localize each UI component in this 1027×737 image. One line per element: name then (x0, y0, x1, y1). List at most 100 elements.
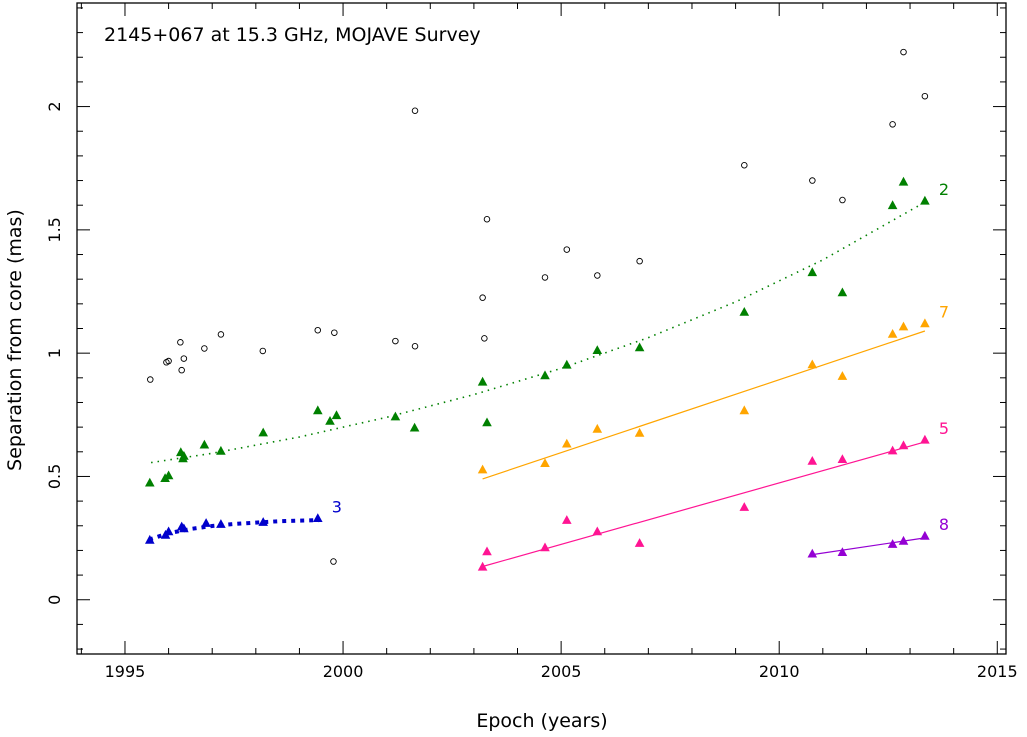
data-points (145, 48, 930, 571)
axis-ticks (77, 3, 1006, 654)
fit-2 (150, 202, 924, 464)
series-3-label: 3 (332, 497, 342, 516)
series-5-point (540, 542, 550, 552)
fit-7 (482, 330, 926, 480)
series-3-point (201, 518, 211, 527)
unassigned-point (541, 274, 549, 281)
unassigned-point (921, 92, 929, 100)
x-tick-label: 2015 (977, 662, 1018, 681)
series-5-point (562, 515, 572, 524)
series-2-point (390, 411, 401, 421)
series-8-point (920, 530, 930, 540)
unassigned-point (563, 246, 571, 253)
series-5-point (887, 445, 898, 455)
unassigned-point (165, 357, 172, 365)
series-2-point (898, 176, 909, 186)
series-7-point (562, 438, 572, 448)
y-tick-label: 1.5 (45, 217, 64, 242)
x-tick-label: 2010 (759, 662, 800, 681)
unassigned-point (411, 343, 419, 350)
unassigned-point (180, 355, 188, 362)
series-2-point (331, 410, 342, 420)
series-7-point (739, 405, 750, 415)
unassigned-point (839, 196, 846, 204)
series-5-point (807, 456, 818, 465)
unassigned-point (330, 558, 337, 565)
series-3-point (179, 523, 189, 533)
series-7-label: 7 (939, 303, 949, 322)
series-7-point (898, 321, 909, 331)
unassigned-point (809, 177, 816, 184)
chart-title: 2145+067 at 15.3 GHz, MOJAVE Survey (104, 24, 481, 46)
series-3-point (216, 519, 226, 528)
series-2-point (258, 427, 268, 437)
fit-8 (812, 537, 925, 556)
series-7-point (807, 359, 818, 369)
series-2-point (807, 267, 818, 277)
series-8-point (837, 547, 848, 556)
plot-frame (76, 2, 1007, 655)
series-2-label: 2 (939, 180, 949, 199)
fit-curves (148, 202, 926, 568)
y-tick-label: 0.5 (45, 464, 64, 489)
series-5-point (592, 526, 603, 536)
tick-and-series-labels: 1995 2000 2005 2010 2015 0 0.5 1 1.5 2 2 3 7 5 8 (45, 101, 1018, 681)
series-5-point (739, 502, 750, 511)
fit-3 (148, 518, 320, 542)
series-2-point (409, 422, 420, 432)
unassigned-point (392, 337, 399, 345)
unassigned-point (314, 326, 322, 334)
unassigned-point (481, 335, 488, 342)
series-2-point (887, 200, 898, 210)
series-2-point (562, 359, 572, 369)
series-2-point (216, 445, 226, 455)
series-5-point (837, 454, 848, 463)
series-5-point (634, 538, 645, 547)
unassigned-point (479, 294, 486, 301)
series-2-point (325, 416, 335, 425)
series-2-point (477, 376, 488, 386)
series-2-point (163, 470, 174, 480)
series-5-point (920, 434, 930, 444)
series-2-point (482, 417, 492, 427)
series-5-point (898, 440, 909, 450)
unassigned-point (889, 121, 896, 128)
series-7-point (837, 371, 848, 380)
unassigned-point (331, 329, 338, 336)
series-2-point (634, 342, 645, 352)
unassigned-point (636, 257, 643, 265)
unassigned-point (177, 339, 184, 346)
x-tick-label: 1995 (105, 662, 146, 681)
series-5-point (482, 546, 492, 556)
x-axis-title: Epoch (years) (476, 710, 607, 732)
series-8-point (898, 535, 909, 545)
y-axis-title: Separation from core (mas) (4, 209, 26, 471)
series-3-point (163, 526, 174, 536)
series-3-point (145, 534, 155, 544)
series-7-point (887, 329, 898, 338)
series-5-point (477, 561, 488, 571)
series-2-point (179, 451, 189, 460)
series-2-point (592, 345, 603, 354)
series-8-point (887, 539, 898, 548)
series-3-point (258, 517, 268, 526)
unassigned-point (741, 162, 748, 169)
series-2-point (540, 370, 550, 380)
series-7-point (540, 458, 550, 467)
y-tick-label: 2 (45, 101, 64, 111)
series-7-point (634, 427, 645, 437)
series-7-point (477, 464, 488, 474)
series-7-point (592, 423, 603, 433)
series-8-label: 8 (939, 515, 949, 534)
unassigned-point (483, 216, 491, 223)
unassigned-point (147, 376, 154, 383)
unassigned-point (594, 272, 601, 279)
series-2-point (145, 477, 155, 487)
series-3-point (313, 513, 323, 522)
unassigned-point (900, 48, 907, 56)
y-tick-label: 1 (45, 348, 64, 358)
fit-5 (482, 441, 926, 568)
x-tick-label: 2005 (541, 662, 582, 681)
unassigned-point (178, 366, 185, 374)
series-7-point (920, 318, 930, 328)
